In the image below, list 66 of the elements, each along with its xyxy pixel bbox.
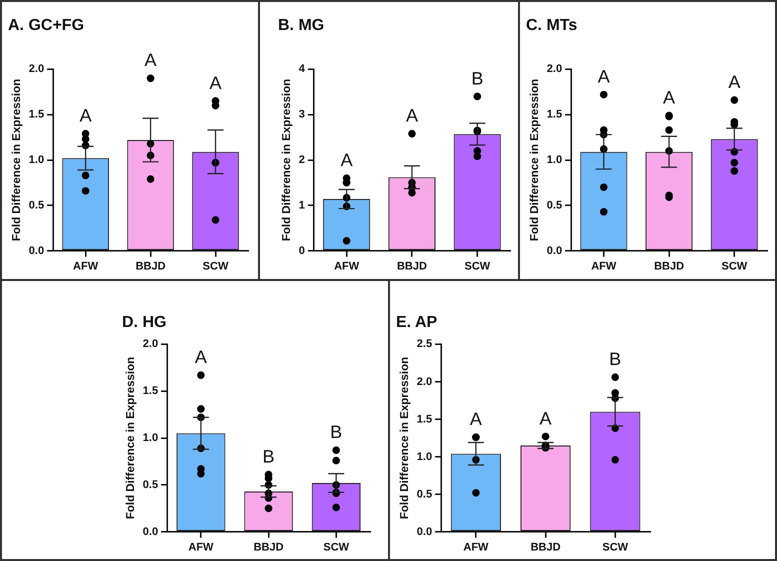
y-tick-label: 0.5 <box>416 488 432 500</box>
chart-title: C. MTs <box>526 17 578 34</box>
annotation: B <box>262 446 275 467</box>
x-tick-label: AFW <box>463 541 490 554</box>
x-tick-label: SCW <box>464 260 491 272</box>
annotation: B <box>330 422 342 442</box>
annotation: A <box>194 347 207 368</box>
y-tick-label: 0.5 <box>546 199 562 212</box>
annotation: A <box>340 150 353 170</box>
y-tick-label: 1.0 <box>28 154 44 166</box>
x-tick-label: AFW <box>334 260 360 272</box>
y-tick-label: 1.5 <box>28 108 44 121</box>
y-tick-label: 2.5 <box>416 338 432 350</box>
y-tick-label: 1.5 <box>142 385 158 398</box>
y-axis-title: Fold Difference in Expression <box>281 78 294 242</box>
x-tick-label: SCW <box>722 260 748 272</box>
y-tick-label: 2.0 <box>28 63 44 76</box>
y-tick-label: 0.0 <box>142 526 158 538</box>
annotation: A <box>663 87 676 108</box>
chart-title: E. AP <box>396 314 438 332</box>
y-axis-title: Fold Difference in Expression <box>125 356 138 520</box>
x-tick-label: BBJD <box>136 260 166 272</box>
x-tick-label: SCW <box>602 541 629 554</box>
y-tick-label: 0.0 <box>416 526 432 538</box>
y-tick-label: 2.0 <box>546 63 562 76</box>
annotation: A <box>144 50 157 70</box>
x-tick-label: AFW <box>591 260 617 272</box>
y-tick-label: 1 <box>298 199 305 212</box>
y-tick-label: 0.5 <box>142 478 158 491</box>
x-tick-label: BBJD <box>654 260 684 272</box>
x-tick-label: AFW <box>73 260 99 272</box>
chart-title: D. HG <box>122 314 166 332</box>
y-tick-label: 1.5 <box>546 108 562 121</box>
annotation: A <box>406 106 418 126</box>
y-tick-label: 2 <box>298 154 305 166</box>
y-tick-label: 1.0 <box>546 154 562 166</box>
x-tick-label: AFW <box>188 541 214 554</box>
x-tick-label: BBJD <box>254 541 284 554</box>
chart-title: B. MG <box>278 17 324 34</box>
y-tick-label: 1.0 <box>142 432 158 444</box>
chart-title: A. GC+FG <box>8 17 84 34</box>
y-tick-label: 0.0 <box>28 244 44 257</box>
y-tick-label: 2.0 <box>416 376 432 388</box>
x-tick-label: BBJD <box>396 260 427 272</box>
annotation: A <box>728 72 740 92</box>
x-tick-label: SCW <box>323 541 350 554</box>
y-tick-label: 4 <box>298 63 306 76</box>
y-tick-label: 0.5 <box>28 199 44 212</box>
y-tick-label: 0.0 <box>546 244 562 257</box>
y-axis-title: Fold Difference in Expression <box>399 356 412 520</box>
annotation: A <box>80 106 92 126</box>
y-tick-label: 2.0 <box>142 338 158 350</box>
x-tick-label: SCW <box>202 260 229 272</box>
x-tick-label: BBJD <box>530 541 561 554</box>
annotation: B <box>609 349 622 370</box>
y-tick-label: 0 <box>298 244 305 257</box>
annotation: A <box>470 409 482 430</box>
y-tick-label: 1.0 <box>416 450 432 463</box>
annotation: A <box>210 72 222 93</box>
y-axis-title: Fold Difference in Expression <box>11 78 24 242</box>
annotation: A <box>598 66 610 87</box>
y-tick-label: 3 <box>298 108 305 121</box>
y-axis-title: Fold Difference in Expression <box>529 78 542 242</box>
annotation: A <box>540 408 552 428</box>
y-tick-label: 1.5 <box>416 413 432 426</box>
annotation: B <box>471 68 484 88</box>
